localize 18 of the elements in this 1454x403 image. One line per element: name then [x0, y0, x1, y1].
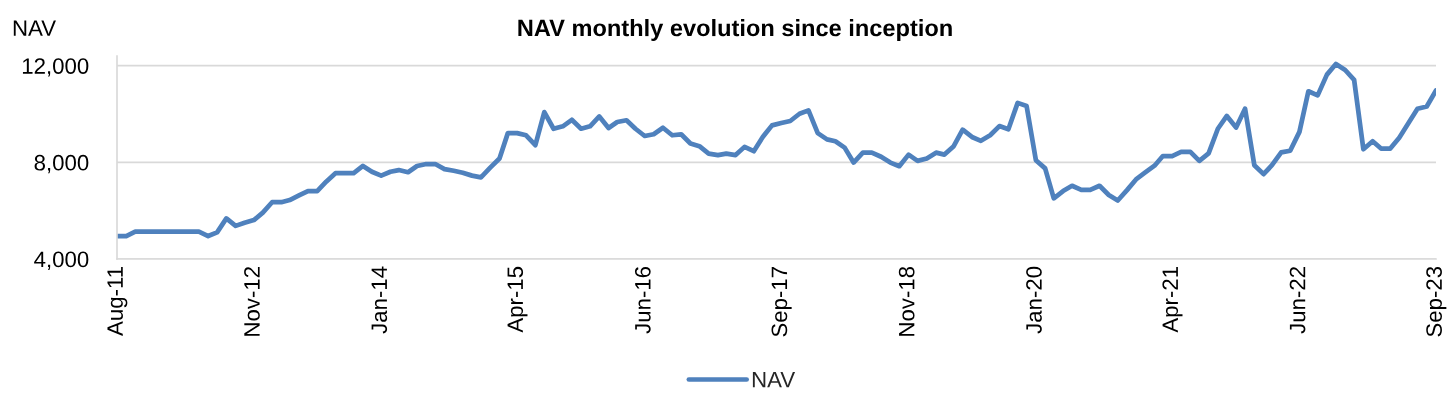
- x-tick-label: Apr-21: [1162, 267, 1183, 333]
- x-tick-label: Jun-22: [1289, 267, 1306, 334]
- line-series: [117, 61, 1436, 239]
- x-tick-label: Nov-18: [898, 266, 915, 336]
- chart-title: NAV monthly evolution since inception: [518, 19, 952, 41]
- legend-label: NAV: [752, 371, 796, 388]
- x-tick-label: Jan-20: [1026, 266, 1042, 334]
- x-tick-label: Nov-12: [244, 267, 260, 336]
- y-tick-label: 8,000: [34, 154, 89, 174]
- y-tick-label: 12,000: [22, 58, 89, 77]
- x-tick-label: Sep-17: [771, 267, 792, 337]
- x-tick-label: Sep-23: [1426, 266, 1447, 337]
- x-tick-label: Apr-15: [507, 266, 528, 333]
- x-tick-label: Jan-14: [371, 266, 388, 334]
- x-tick-label: Aug-11: [107, 267, 128, 336]
- y-tick-label: 4,000: [34, 251, 89, 270]
- y-axis-title: NAV: [13, 20, 56, 36]
- x-tick-label: Jun-16: [634, 266, 651, 334]
